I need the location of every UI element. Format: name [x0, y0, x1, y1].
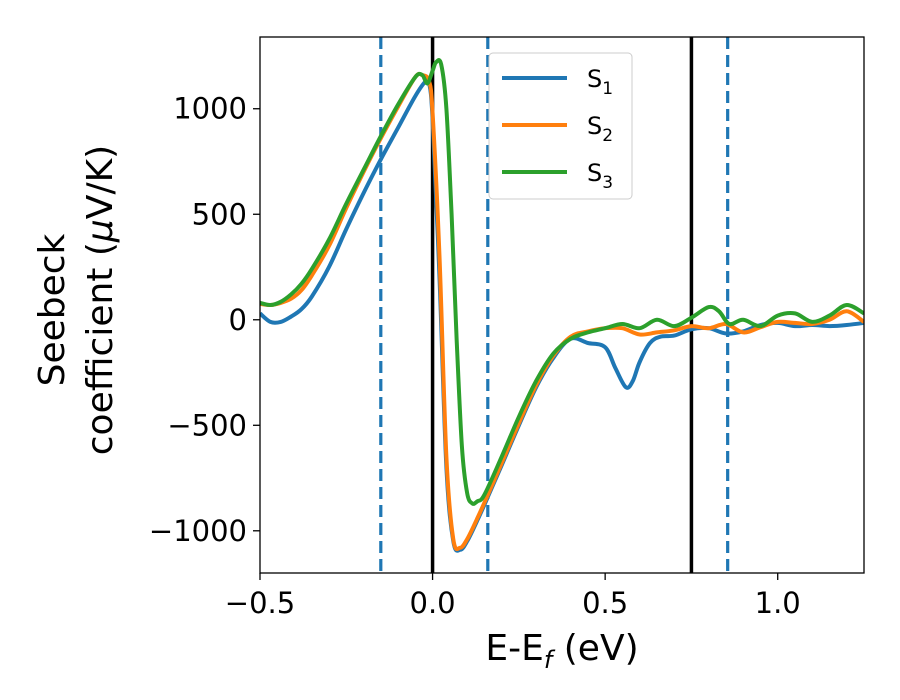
- legend-entry-s3: S3: [502, 159, 613, 193]
- y-axis-label-mu: μ: [80, 219, 121, 243]
- y-axis-label-line1: Seebeck: [32, 233, 73, 386]
- y-tick-label: 500: [192, 197, 247, 231]
- y-tick-label: −1000: [149, 514, 247, 548]
- svg-text:Seebeck: Seebeck: [32, 233, 73, 386]
- x-tick-label: 0.5: [582, 586, 628, 620]
- axis-ticks: −0.5 0.0 0.5 1.0 −1000 −500 0 500 1000: [149, 92, 801, 620]
- y-axis-label-prefix: coefficient (: [80, 242, 121, 455]
- series-line-s3: [260, 58, 864, 506]
- legend-label: S2: [587, 112, 613, 146]
- y-tick-label: 1000: [173, 92, 247, 126]
- legend-label: S1: [587, 65, 613, 99]
- y-tick-label: 0: [229, 303, 247, 337]
- plot-frame: [259, 36, 865, 574]
- legend: S1 S2 S3: [488, 52, 633, 200]
- data-series: [260, 58, 864, 553]
- y-axis-label: Seebeck coefficient (μV/K): [32, 145, 121, 455]
- svg-text:coefficient (μV/K): coefficient (μV/K): [80, 145, 121, 455]
- legend-label: S3: [587, 159, 613, 193]
- y-axis-label-suffix: V/K): [80, 145, 121, 219]
- x-axis-label-unit: (eV): [552, 628, 638, 669]
- legend-entry-s1: S1: [502, 65, 613, 99]
- x-axis-label: E-Ef (eV): [485, 628, 638, 674]
- x-tick-label: 0.0: [410, 586, 456, 620]
- x-tick-label: 1.0: [755, 586, 801, 620]
- x-axis-label-main: E-E: [485, 628, 543, 669]
- legend-entry-s2: S2: [502, 112, 613, 146]
- x-tick-label: −0.5: [225, 586, 295, 620]
- y-tick-label: −500: [167, 408, 247, 442]
